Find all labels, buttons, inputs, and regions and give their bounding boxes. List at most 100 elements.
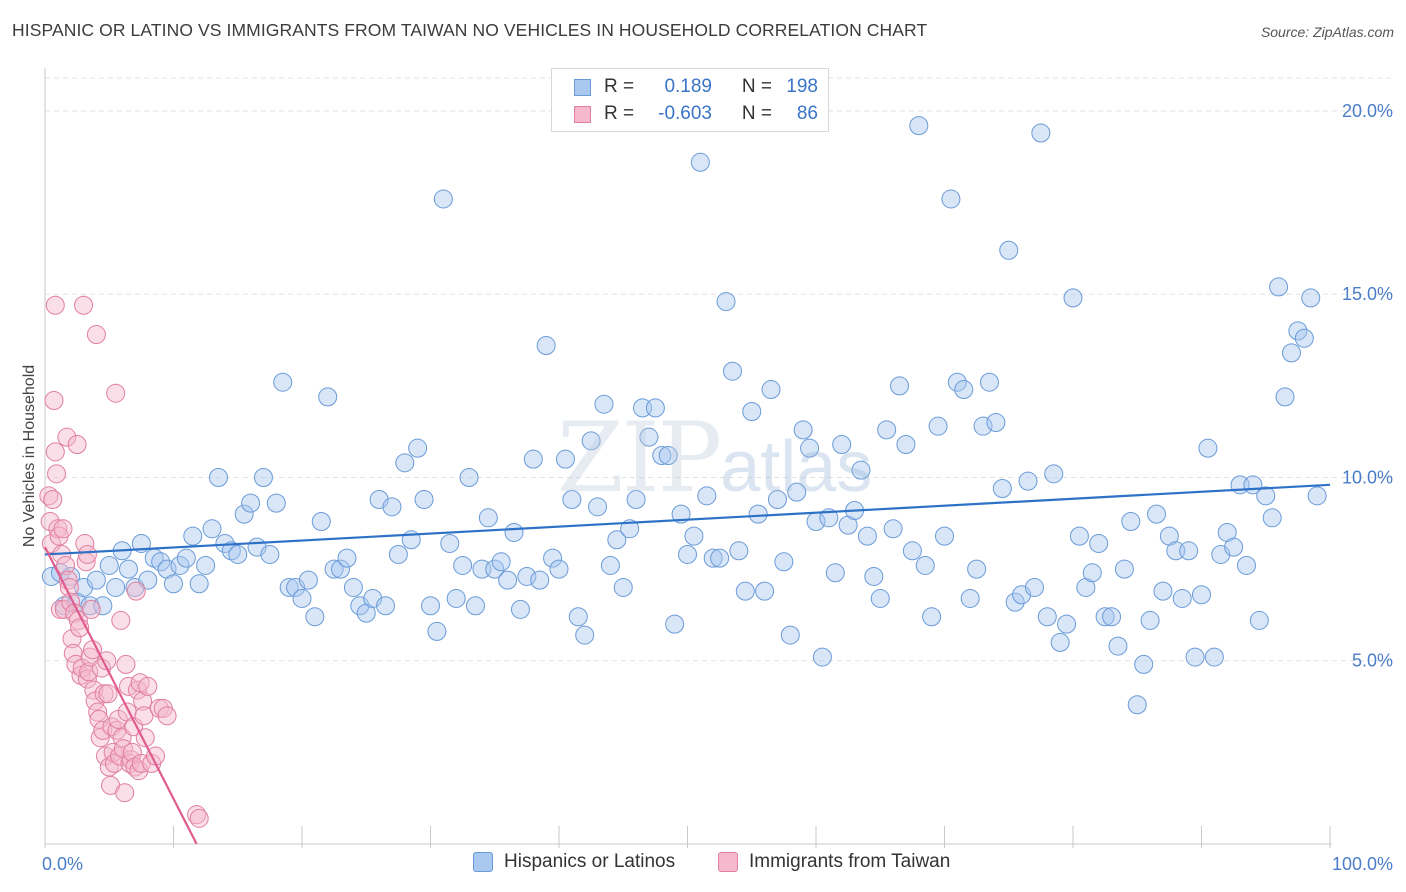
point-taiwan bbox=[74, 295, 94, 315]
legend-item-hispanics[interactable]: Hispanics or Latinos bbox=[473, 851, 675, 873]
point-hispanics bbox=[755, 581, 775, 601]
point-taiwan bbox=[134, 706, 154, 726]
point-taiwan bbox=[128, 680, 148, 700]
point-hispanics bbox=[414, 489, 434, 509]
point-hispanics bbox=[170, 555, 190, 575]
point-hispanics bbox=[787, 482, 807, 502]
point-hispanics bbox=[1172, 588, 1192, 608]
legend-n-label: N = bbox=[741, 103, 772, 124]
point-hispanics bbox=[176, 548, 196, 568]
legend-item-taiwan[interactable]: Immigrants from Taiwan bbox=[718, 851, 950, 873]
point-hispanics bbox=[1031, 123, 1051, 143]
point-hispanics bbox=[1153, 581, 1173, 601]
point-hispanics bbox=[1256, 486, 1276, 506]
y-tick-label: 15.0% bbox=[1342, 284, 1393, 304]
point-hispanics bbox=[318, 387, 338, 407]
point-hispanics bbox=[588, 497, 608, 517]
point-hispanics bbox=[1294, 328, 1314, 348]
point-hispanics bbox=[234, 504, 254, 524]
point-hispanics bbox=[99, 555, 119, 575]
point-hispanics bbox=[446, 588, 466, 608]
point-hispanics bbox=[241, 493, 261, 513]
point-taiwan bbox=[39, 486, 59, 506]
point-hispanics bbox=[620, 519, 640, 539]
point-hispanics bbox=[1102, 607, 1122, 627]
point-hispanics bbox=[305, 607, 325, 627]
point-hispanics bbox=[543, 548, 563, 568]
point-hispanics bbox=[343, 577, 363, 597]
point-hispanics bbox=[189, 574, 209, 594]
point-hispanics bbox=[1204, 647, 1224, 667]
chart-title: HISPANIC OR LATINO VS IMMIGRANTS FROM TA… bbox=[12, 20, 928, 40]
point-hispanics bbox=[523, 449, 543, 469]
point-hispanics bbox=[1185, 647, 1205, 667]
point-hispanics bbox=[273, 372, 293, 392]
point-taiwan bbox=[57, 427, 77, 447]
point-taiwan bbox=[157, 706, 177, 726]
point-hispanics bbox=[504, 522, 524, 542]
point-taiwan bbox=[86, 325, 106, 345]
point-taiwan bbox=[45, 442, 65, 462]
point-hispanics bbox=[568, 607, 588, 627]
point-hispanics bbox=[1114, 559, 1134, 579]
point-hispanics bbox=[639, 427, 659, 447]
point-hispanics bbox=[382, 497, 402, 517]
point-taiwan bbox=[54, 599, 74, 619]
point-hispanics bbox=[408, 438, 428, 458]
point-hispanics bbox=[973, 416, 993, 436]
point-hispanics bbox=[1089, 533, 1109, 553]
point-hispanics bbox=[1121, 511, 1141, 531]
point-hispanics bbox=[1140, 610, 1160, 630]
point-hispanics bbox=[260, 544, 280, 564]
point-hispanics bbox=[909, 116, 929, 136]
point-hispanics bbox=[549, 559, 569, 579]
point-hispanics bbox=[678, 544, 697, 564]
legend-row-hispanics: R = 0.189 N = 198 bbox=[574, 74, 818, 100]
point-taiwan bbox=[187, 805, 207, 825]
point-hispanics bbox=[703, 548, 723, 568]
point-hispanics bbox=[517, 566, 537, 586]
point-taiwan bbox=[90, 728, 110, 748]
point-hispanics bbox=[832, 435, 852, 455]
point-hispanics bbox=[1082, 563, 1102, 583]
point-hispanics bbox=[986, 413, 1006, 433]
legend-n-label: N = bbox=[741, 76, 772, 97]
axes bbox=[44, 68, 1332, 845]
point-hispanics bbox=[1301, 288, 1321, 308]
point-hispanics bbox=[324, 559, 344, 579]
point-hispanics bbox=[902, 541, 922, 561]
point-hispanics bbox=[735, 581, 755, 601]
point-hispanics bbox=[1037, 607, 1057, 627]
point-hispanics bbox=[1127, 695, 1147, 715]
point-hispanics bbox=[510, 599, 530, 619]
point-hispanics bbox=[800, 438, 820, 458]
y-tick-label: 10.0% bbox=[1342, 467, 1393, 487]
point-hispanics bbox=[922, 607, 942, 627]
point-hispanics bbox=[530, 570, 550, 590]
point-hispanics bbox=[202, 519, 222, 539]
point-hispanics bbox=[1179, 541, 1199, 561]
legend-r-label: R = bbox=[604, 103, 635, 124]
point-hispanics bbox=[761, 380, 781, 400]
point-hispanics bbox=[896, 435, 916, 455]
point-hispanics bbox=[93, 596, 113, 616]
point-hispanics bbox=[864, 566, 884, 586]
point-taiwan bbox=[77, 669, 97, 689]
point-hispanics bbox=[1134, 654, 1154, 674]
point-hispanics bbox=[465, 596, 485, 616]
point-taiwan bbox=[72, 658, 92, 678]
point-hispanics bbox=[119, 559, 139, 579]
point-hispanics bbox=[684, 526, 704, 546]
point-hispanics bbox=[1063, 288, 1083, 308]
point-taiwan bbox=[116, 654, 136, 674]
trend-lines bbox=[44, 483, 1331, 845]
point-taiwan bbox=[115, 783, 135, 803]
legend-label: Immigrants from Taiwan bbox=[749, 851, 951, 872]
series-legend: Hispanics or Latinos Immigrants from Tai… bbox=[0, 851, 1406, 879]
point-taiwan bbox=[106, 383, 126, 403]
point-hispanics bbox=[928, 416, 948, 436]
legend-label: Hispanics or Latinos bbox=[504, 851, 676, 872]
point-hispanics bbox=[86, 570, 106, 590]
point-hispanics bbox=[1005, 592, 1025, 612]
point-hispanics bbox=[498, 570, 518, 590]
